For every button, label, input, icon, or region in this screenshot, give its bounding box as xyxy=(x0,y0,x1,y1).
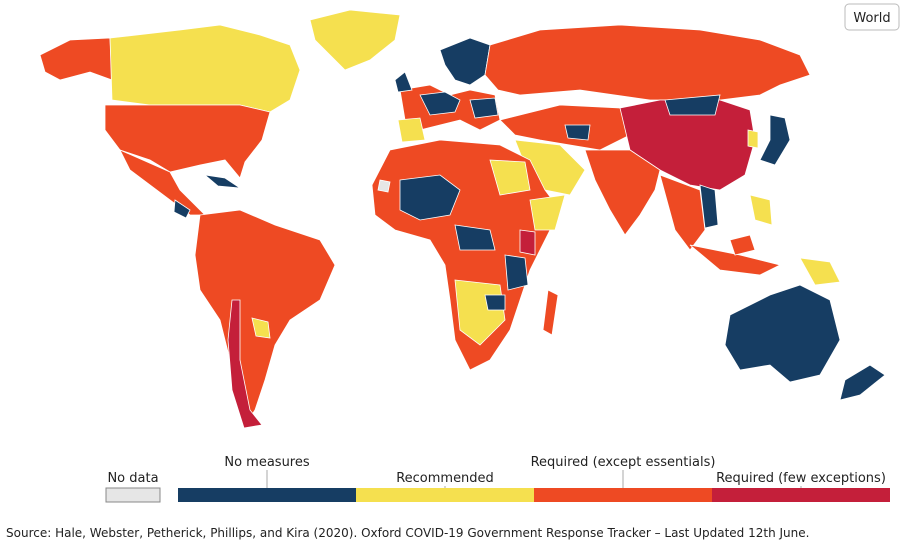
legend-label: No measures xyxy=(224,455,310,470)
no-data-label: No data xyxy=(107,471,158,486)
legend-label: Recommended xyxy=(396,471,494,486)
legend-swatch xyxy=(178,488,356,502)
legend-swatch xyxy=(534,488,712,502)
legend-swatch xyxy=(712,488,890,502)
no-data-swatch xyxy=(105,487,161,503)
legend-swatch xyxy=(356,488,534,502)
legend: No data No measures Recommended Required (… xyxy=(105,455,890,503)
world-map xyxy=(39,9,886,429)
legend-label: Required (except essentials) xyxy=(531,455,716,470)
legend-label: Required (few exceptions) xyxy=(716,471,886,486)
world-button-label[interactable]: World xyxy=(853,11,890,26)
source-note: Source: Hale, Webster, Petherick, Philli… xyxy=(6,526,809,540)
world-button[interactable] xyxy=(844,3,900,31)
